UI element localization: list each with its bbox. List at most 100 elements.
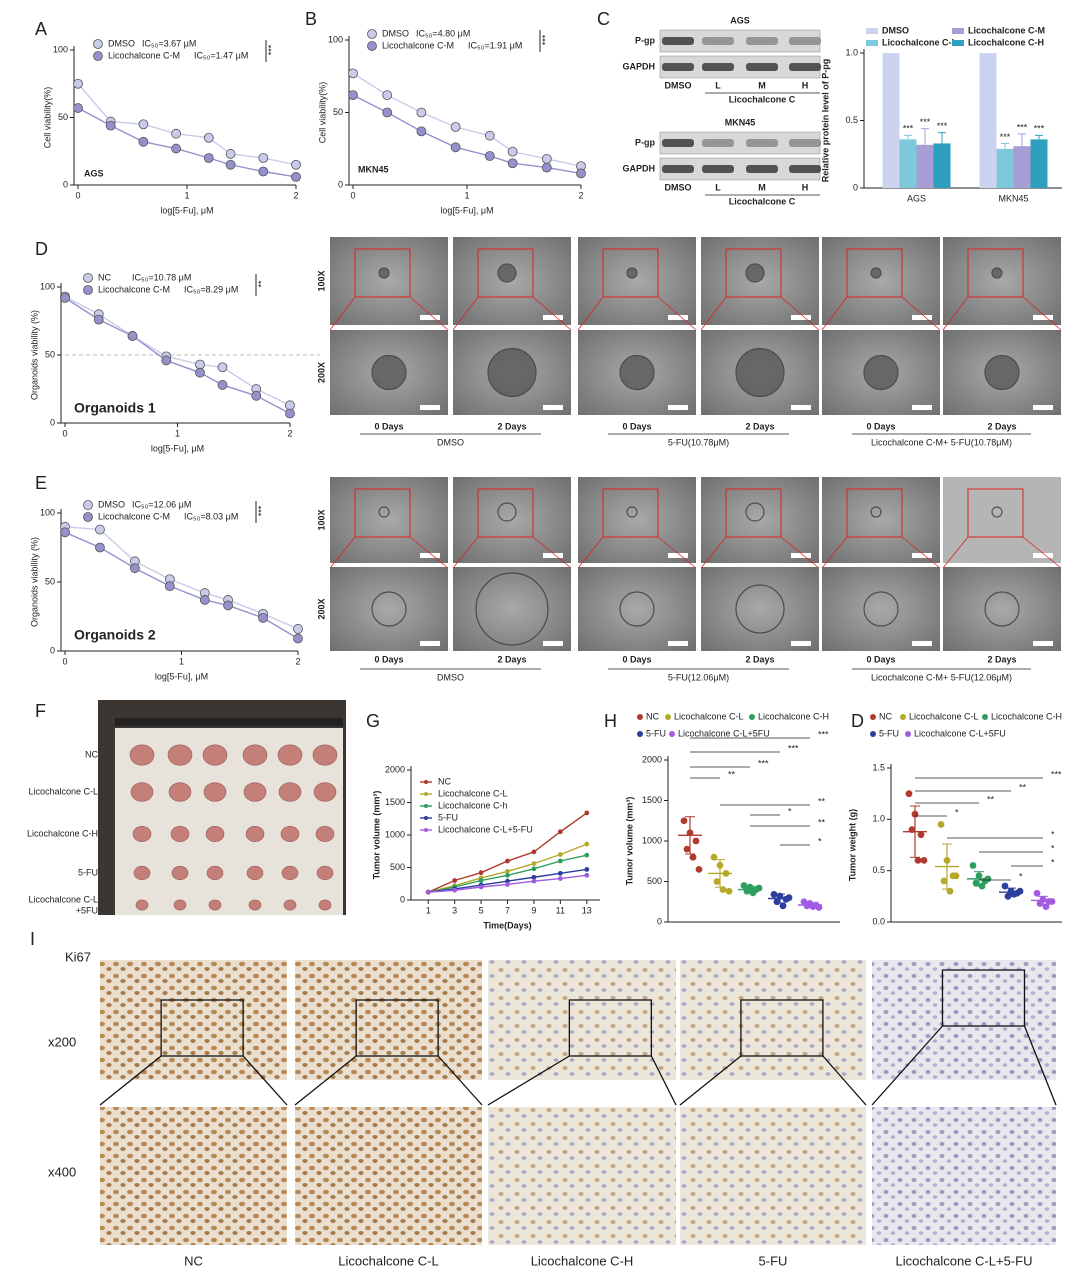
data-point — [584, 852, 590, 858]
legend-label: 5-FU — [879, 728, 899, 738]
legend-ic50: IC₅₀=3.67 μM — [142, 38, 196, 48]
x-axis-label: log[5-Fu], μM — [151, 443, 204, 453]
x-axis-label: log[5-Fu], μM — [155, 671, 208, 681]
day-label: 2 Days — [745, 654, 774, 664]
panel-label: E — [35, 473, 47, 493]
y-tick-label: 1000 — [642, 835, 662, 845]
data-point — [920, 857, 928, 864]
zoom-line — [452, 296, 479, 331]
zoom-box — [725, 248, 782, 298]
significance: * — [1051, 857, 1055, 867]
organoid — [991, 267, 1003, 279]
zoom-line — [679, 1055, 742, 1106]
blot-row-label: P-gp — [635, 35, 655, 45]
data-point — [743, 887, 751, 895]
group-label: DMSO — [437, 672, 464, 682]
y-tick-label: 1500 — [642, 795, 662, 805]
legend-label: DMSO — [108, 38, 135, 48]
organoid — [378, 506, 390, 518]
organoid — [863, 591, 899, 627]
day-label: 0 Days — [622, 421, 651, 431]
legend-label: Licochalcone C-L+5FU — [914, 728, 1006, 738]
tumor — [135, 899, 149, 911]
zoom-line — [532, 296, 572, 331]
panel-label: H — [604, 711, 617, 731]
day-label: 2 Days — [497, 654, 526, 664]
y-tick-label: 1.0 — [845, 47, 858, 57]
data-point — [164, 581, 175, 592]
legend-label: 5-FU — [438, 812, 458, 822]
data-point — [531, 866, 537, 872]
zoom-line — [780, 536, 820, 569]
data-point — [382, 107, 393, 118]
series-line — [352, 94, 582, 175]
data-point — [285, 408, 295, 419]
tumor — [246, 865, 264, 881]
scale-bar — [543, 315, 563, 320]
legend-label: Licochalcone C-H — [758, 711, 829, 721]
legend-label: DMSO — [382, 28, 409, 38]
x-tick-label: 2 — [295, 656, 300, 666]
data-point — [291, 159, 301, 170]
legend-label: Licochalcone C-M — [382, 40, 454, 50]
data-point — [95, 542, 105, 553]
data-point — [258, 612, 268, 623]
x-tick-label: 2 — [287, 428, 292, 438]
ihc-image — [100, 960, 287, 1080]
significance: *** — [1051, 769, 1062, 779]
x-tick-label: 1 — [175, 428, 180, 438]
data-point — [531, 874, 537, 880]
data-point — [507, 158, 518, 169]
legend-marker — [665, 714, 671, 720]
y-tick-label: 0 — [63, 179, 68, 189]
zoom-line — [437, 1055, 483, 1106]
significance: *** — [903, 124, 914, 134]
data-point — [505, 858, 510, 864]
legend-label: Licochalcone C-L — [438, 788, 508, 798]
organoid — [735, 347, 785, 398]
data-point — [450, 122, 461, 132]
day-label: 2 Days — [987, 421, 1016, 431]
zoom-box — [725, 488, 782, 538]
scale-bar — [1033, 641, 1053, 646]
panel-label: G — [366, 711, 380, 731]
tumor — [281, 865, 299, 881]
micrograph — [453, 567, 571, 651]
x-tick-label: 7 — [505, 905, 510, 915]
bar — [979, 53, 997, 188]
organoid — [745, 263, 765, 283]
legend-marker — [952, 40, 964, 46]
y-tick-label: 100 — [40, 507, 55, 517]
series-line — [77, 83, 297, 166]
legend-label: Licochalcone C-M — [98, 284, 170, 294]
organoid — [626, 506, 638, 518]
data-point — [905, 790, 913, 798]
legend-label: Licochalcone C-L+5-FU — [438, 824, 533, 834]
annotation: MKN45 — [358, 164, 389, 174]
data-point — [217, 362, 228, 373]
legend-label: Licochalcone C-L+5FU — [678, 728, 770, 738]
scale-bar — [791, 315, 811, 320]
blot-group-label: Licochalcone C — [729, 94, 796, 104]
y-tick-label: 0 — [400, 894, 405, 904]
data-point — [127, 331, 138, 341]
zoom-line — [901, 536, 941, 569]
series-line — [64, 297, 291, 415]
data-point — [258, 166, 269, 177]
tumor — [283, 899, 297, 911]
x-tick-label: 11 — [556, 905, 565, 915]
x-tick-label: 9 — [531, 905, 536, 915]
blot-lane-label: DMSO — [665, 80, 692, 90]
data-point — [425, 889, 431, 895]
zoom-box — [477, 488, 534, 538]
group-label: Licochalcone C-L — [338, 1253, 438, 1268]
data-point — [541, 162, 552, 173]
data-point — [952, 872, 960, 880]
tumor — [318, 899, 332, 911]
zoom-box — [846, 488, 903, 538]
legend-label: 5-FU — [646, 728, 666, 738]
organoid — [378, 267, 390, 279]
blot-lane-label: L — [715, 80, 721, 90]
legend-marker — [866, 40, 878, 46]
